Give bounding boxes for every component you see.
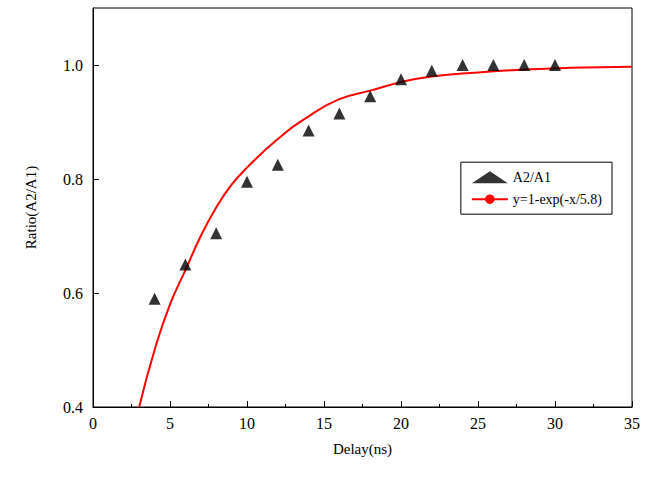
svg-text:Ratio(A2/A1): Ratio(A2/A1) — [23, 166, 40, 249]
svg-text:25: 25 — [470, 415, 486, 432]
svg-text:0.4: 0.4 — [63, 399, 83, 416]
svg-text:0.8: 0.8 — [63, 171, 83, 188]
svg-text:y=1-exp(-x/5.8): y=1-exp(-x/5.8) — [513, 192, 602, 208]
svg-text:1.0: 1.0 — [63, 57, 83, 74]
svg-text:30: 30 — [547, 415, 563, 432]
svg-text:35: 35 — [624, 415, 640, 432]
svg-text:Delay(ns): Delay(ns) — [333, 441, 392, 458]
svg-text:15: 15 — [316, 415, 332, 432]
svg-text:A2/A1: A2/A1 — [513, 170, 551, 185]
svg-text:0: 0 — [89, 415, 97, 432]
svg-text:10: 10 — [239, 415, 255, 432]
svg-text:0.6: 0.6 — [63, 285, 83, 302]
svg-text:20: 20 — [393, 415, 409, 432]
svg-text:5: 5 — [166, 415, 174, 432]
